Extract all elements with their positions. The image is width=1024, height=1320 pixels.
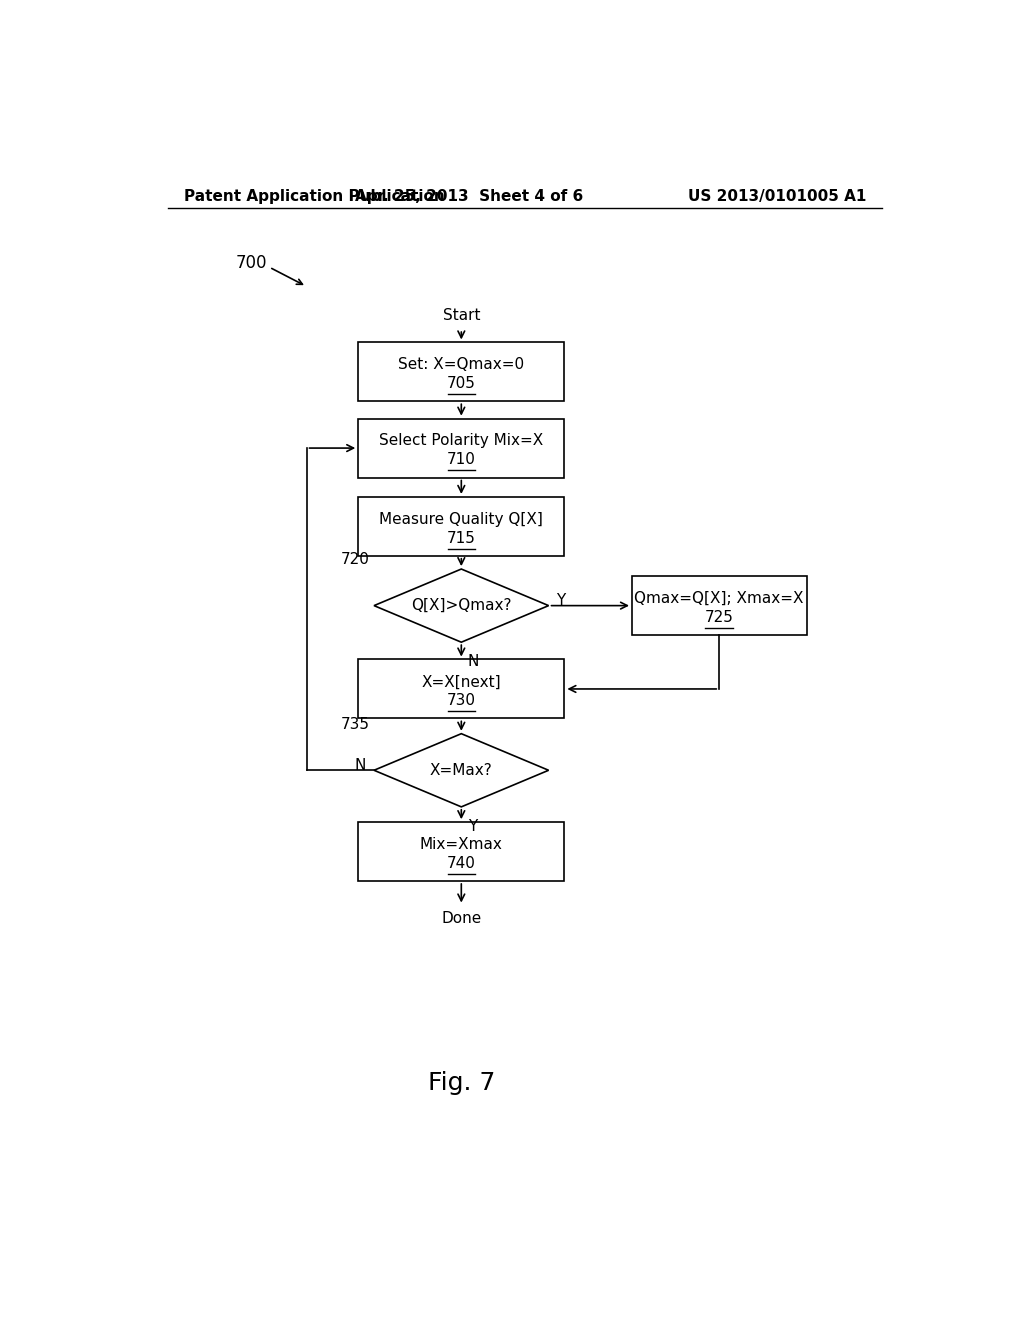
Text: US 2013/0101005 A1: US 2013/0101005 A1 <box>688 189 866 203</box>
FancyBboxPatch shape <box>358 496 564 556</box>
Text: 710: 710 <box>446 453 476 467</box>
FancyBboxPatch shape <box>358 342 564 401</box>
Text: Apr. 25, 2013  Sheet 4 of 6: Apr. 25, 2013 Sheet 4 of 6 <box>355 189 584 203</box>
Text: Patent Application Publication: Patent Application Publication <box>183 189 444 203</box>
Text: 715: 715 <box>446 531 476 545</box>
Text: Set: X=Qmax=0: Set: X=Qmax=0 <box>398 358 524 372</box>
FancyBboxPatch shape <box>358 822 564 880</box>
Text: Y: Y <box>468 818 477 834</box>
Text: 740: 740 <box>446 855 476 871</box>
FancyBboxPatch shape <box>632 576 807 635</box>
Text: Start: Start <box>442 309 480 323</box>
Text: Mix=Xmax: Mix=Xmax <box>420 837 503 851</box>
Polygon shape <box>374 569 549 643</box>
Text: X=Max?: X=Max? <box>430 763 493 777</box>
Text: 705: 705 <box>446 376 476 391</box>
FancyBboxPatch shape <box>358 418 564 478</box>
Text: Done: Done <box>441 911 481 927</box>
Text: Qmax=Q[X]; Xmax=X: Qmax=Q[X]; Xmax=X <box>635 591 804 606</box>
Text: 725: 725 <box>705 610 733 624</box>
Polygon shape <box>374 734 549 807</box>
FancyBboxPatch shape <box>358 660 564 718</box>
Text: 730: 730 <box>446 693 476 709</box>
Text: 735: 735 <box>341 717 370 731</box>
Text: Q[X]>Qmax?: Q[X]>Qmax? <box>411 598 512 612</box>
Text: Y: Y <box>557 593 566 609</box>
Text: 700: 700 <box>236 253 266 272</box>
Text: Select Polarity Mix=X: Select Polarity Mix=X <box>379 433 544 449</box>
Text: 720: 720 <box>341 552 370 568</box>
Text: Fig. 7: Fig. 7 <box>428 1072 495 1096</box>
Text: Measure Quality Q[X]: Measure Quality Q[X] <box>379 512 544 527</box>
Text: N: N <box>354 758 367 772</box>
Text: X=X[next]: X=X[next] <box>422 675 501 689</box>
Text: N: N <box>468 655 479 669</box>
